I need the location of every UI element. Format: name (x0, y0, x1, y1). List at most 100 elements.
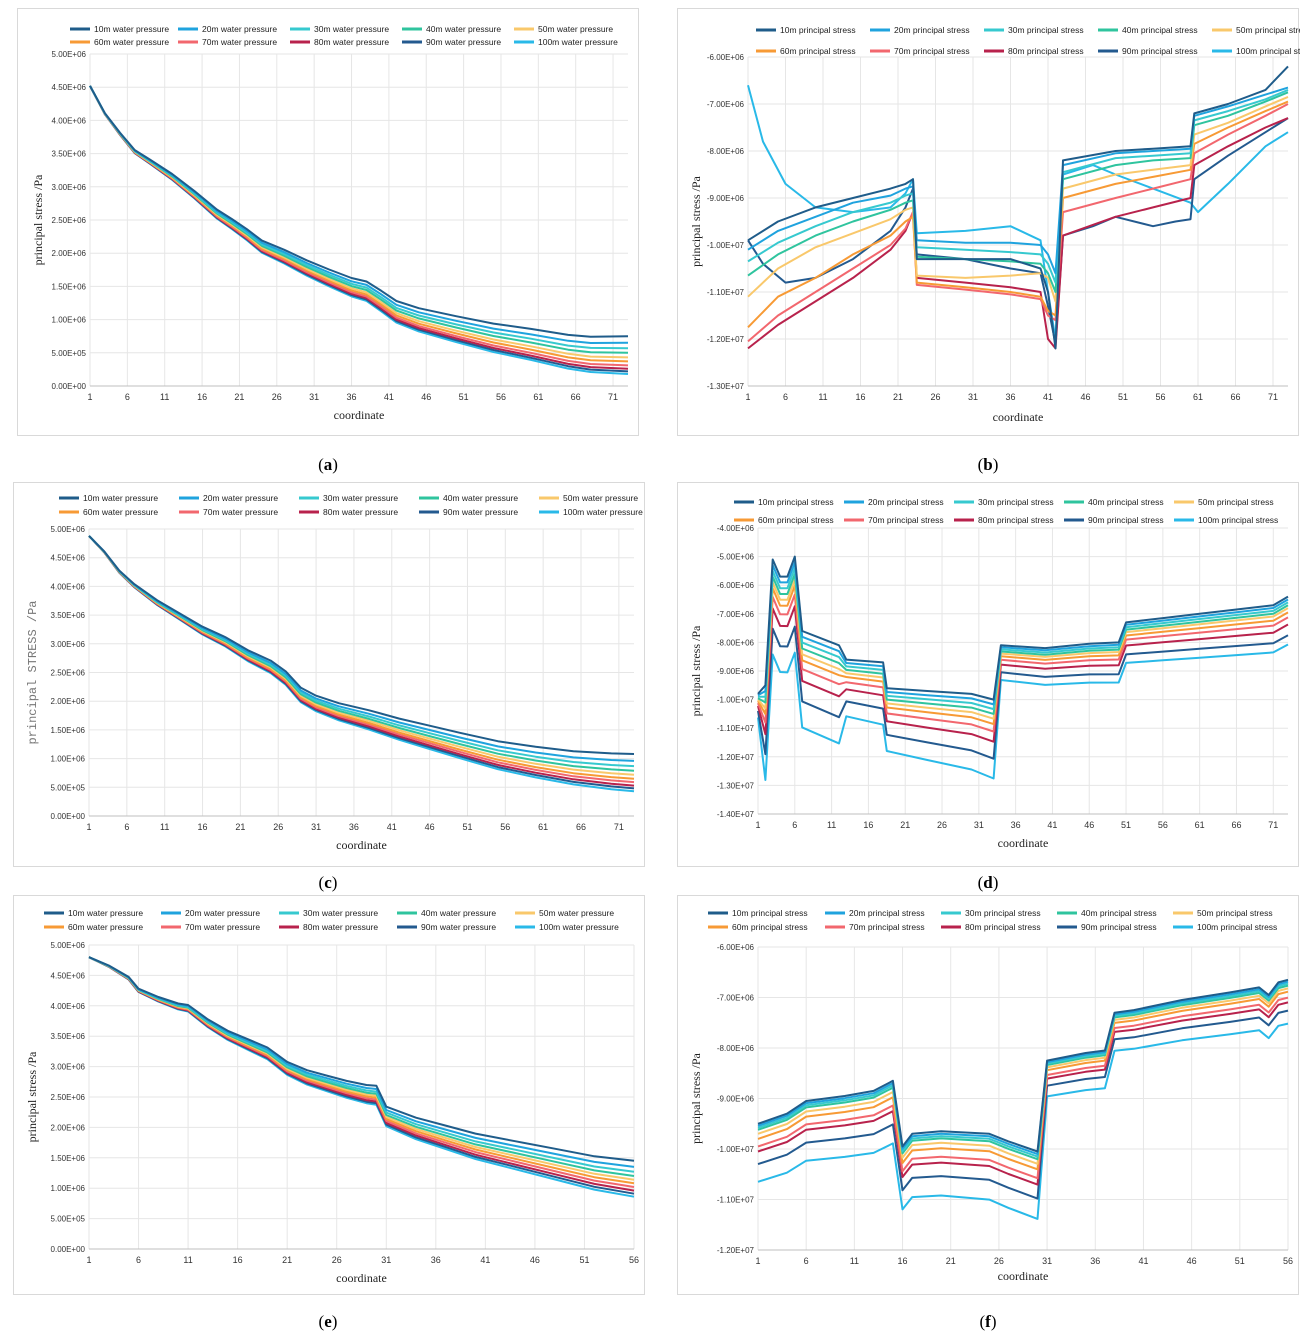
x-tick-label: 61 (538, 822, 548, 832)
legend-label-1: 10m principal stress (758, 497, 834, 507)
y-tick-label: -6.00E+06 (717, 943, 755, 952)
y-tick-label: -8.00E+06 (717, 638, 755, 647)
caption-b: (b) (977, 455, 999, 474)
series-line-4 (757, 573, 1289, 715)
caption-c: (c) (318, 873, 338, 892)
legend-label-6: 60m water pressure (68, 922, 143, 932)
x-tick-label: 11 (160, 392, 169, 402)
x-tick-label: 41 (387, 822, 397, 832)
x-tick-label: 11 (160, 822, 169, 832)
x-tick-label: 31 (968, 392, 978, 402)
legend-label-3: 30m principal stress (1008, 25, 1084, 35)
x-tick-label: 26 (937, 820, 947, 830)
x-tick-label: 41 (384, 392, 394, 402)
y-tick-label: 5.00E+06 (51, 941, 86, 950)
series-line-5 (88, 956, 635, 1181)
legend-label-5: 50m principal stress (1197, 908, 1273, 918)
legend-label-10: 100m principal stress (1197, 922, 1277, 932)
x-tick-label: 46 (530, 1255, 540, 1265)
series-line-6 (88, 535, 635, 780)
x-tick-label: 36 (1005, 392, 1015, 402)
y-tick-label: 2.00E+06 (51, 1123, 86, 1132)
y-tick-label: -6.00E+06 (707, 53, 745, 62)
y-tick-label: -1.30E+07 (717, 781, 755, 790)
series-line-1 (89, 85, 629, 338)
legend-label-9: 90m water pressure (443, 507, 518, 517)
legend-label-8: 80m water pressure (323, 507, 398, 517)
y-tick-label: 3.00E+06 (51, 1063, 86, 1072)
series-line-4 (88, 535, 635, 772)
legend-label-10: 100m principal stress (1236, 46, 1300, 56)
y-tick-label: -1.10E+07 (707, 288, 745, 297)
x-tick-label: 31 (311, 822, 321, 832)
x-tick-label: 16 (863, 820, 873, 830)
y-tick-label: 1.50E+06 (52, 282, 87, 291)
y-tick-label: 2.50E+06 (51, 1093, 86, 1102)
x-tick-label: 51 (462, 822, 472, 832)
y-tick-label: 5.00E+05 (51, 783, 86, 792)
x-tick-label: 56 (496, 392, 506, 402)
x-tick-label: 1 (87, 392, 92, 402)
legend-label-8: 80m principal stress (965, 922, 1041, 932)
chart-panel-c: 1 6 11 16 21 26 31 36 41 46 51 56 61 66 71 0.00E+00 5.00… (13, 482, 645, 867)
series-line-1 (757, 555, 1289, 701)
series-line-8 (747, 117, 1289, 350)
legend-label-3: 30m water pressure (303, 908, 378, 918)
y-tick-label: 3.00E+06 (52, 183, 87, 192)
y-tick-label: 0.00E+00 (51, 1245, 86, 1254)
chart-panel-d: 1 6 11 16 21 26 31 36 41 46 51 56 61 66 71 -1.40E+07 -1.… (677, 482, 1299, 867)
legend-label-7: 70m principal stress (868, 515, 944, 525)
x-axis-label: coordinate (998, 1269, 1049, 1283)
legend-label-7: 70m principal stress (849, 922, 925, 932)
chart-panel-f: 1 6 11 16 21 26 31 36 41 46 51 56 -1.20E+07 -1.10E+07… (677, 895, 1299, 1295)
legend-label-8: 80m principal stress (978, 515, 1054, 525)
legend-label-5: 50m water pressure (538, 24, 613, 34)
x-tick-label: 56 (500, 822, 510, 832)
y-axis-label: principal STRESS /Pa (26, 600, 40, 744)
series-line-7 (89, 85, 629, 367)
legend-label-10: 100m water pressure (538, 37, 618, 47)
y-tick-label: -5.00E+06 (717, 553, 755, 562)
x-tick-label: 21 (235, 822, 245, 832)
x-tick-label: 61 (1195, 820, 1205, 830)
y-tick-label: 1.50E+06 (51, 726, 86, 735)
y-tick-label: 4.00E+06 (52, 116, 87, 125)
series-line-7 (757, 593, 1289, 733)
x-tick-label: 31 (974, 820, 984, 830)
y-tick-label: 0.00E+00 (52, 382, 87, 391)
legend-label-4: 40m principal stress (1122, 25, 1198, 35)
series-line-2 (757, 561, 1289, 706)
series-line-9 (747, 117, 1289, 345)
y-tick-label: 4.00E+06 (51, 1002, 86, 1011)
y-tick-label: -1.40E+07 (717, 810, 755, 819)
y-tick-label: 4.50E+06 (51, 554, 86, 563)
chart-e-svg: 1 6 11 16 21 26 31 36 41 46 51 560.00E+005.00E+051.… (25, 908, 639, 1285)
x-tick-label: 21 (893, 392, 903, 402)
x-tick-label: 21 (234, 392, 244, 402)
chart-b-svg: 1 6 11 16 21 26 31 36 41 46 51 56 61 66 71-1.30E+07-1.… (689, 25, 1300, 424)
series-line-3 (757, 567, 1289, 711)
legend-label-8: 80m principal stress (1008, 46, 1084, 56)
x-tick-label: 6 (136, 1255, 141, 1265)
legend-label-1: 10m principal stress (732, 908, 808, 918)
series-line-8 (89, 85, 629, 370)
y-tick-label: -8.00E+06 (717, 1044, 755, 1053)
series-line-10 (747, 84, 1289, 340)
x-tick-label: 6 (783, 392, 788, 402)
series-line-7 (747, 103, 1289, 343)
legend-label-5: 50m principal stress (1198, 497, 1274, 507)
x-tick-label: 26 (332, 1255, 342, 1265)
y-axis-label: principal stress /Pa (25, 1051, 39, 1142)
x-tick-label: 71 (614, 822, 624, 832)
x-tick-label: 1 (755, 820, 760, 830)
legend-label-10: 100m water pressure (539, 922, 619, 932)
series-line-7 (757, 996, 1289, 1180)
legend-label-4: 40m water pressure (421, 908, 496, 918)
y-tick-label: 2.00E+06 (51, 697, 86, 706)
x-tick-label: 6 (124, 822, 129, 832)
legend-label-5: 50m water pressure (539, 908, 614, 918)
y-tick-label: -1.00E+07 (707, 241, 745, 250)
series-line-3 (89, 85, 629, 350)
x-tick-label: 66 (576, 822, 586, 832)
legend-label-6: 60m water pressure (94, 37, 169, 47)
